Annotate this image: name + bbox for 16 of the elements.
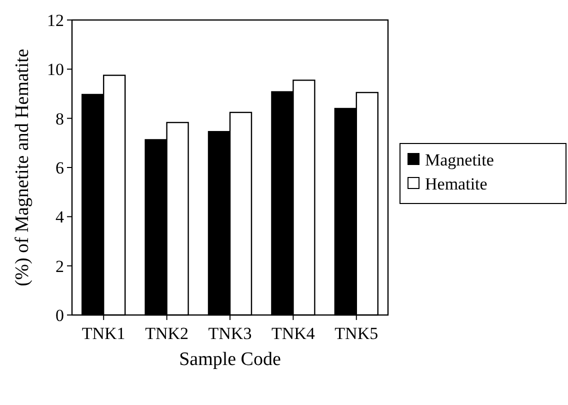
y-tick-label: 2 [56,256,64,276]
y-tick-label: 8 [56,109,64,128]
y-tick-label: 12 [47,10,64,30]
y-tick-label: 4 [56,208,64,227]
x-axis-title: Sample Code [179,349,281,370]
x-tick-label: TNK4 [271,324,316,343]
x-tick-label: TNK2 [145,324,189,343]
y-tick-label: 10 [47,60,64,80]
y-axis-title: (%) of Magnetite and Hematite [12,48,33,286]
legend-label: Magnetite [425,150,494,170]
x-tick-label: TNK5 [334,324,378,343]
legend-label: Hematite [425,174,488,194]
y-tick-label: 0 [56,306,64,325]
y-tick-label: 6 [56,158,64,178]
x-tick-label: TNK3 [208,324,252,343]
x-tick-label: TNK1 [82,324,126,343]
